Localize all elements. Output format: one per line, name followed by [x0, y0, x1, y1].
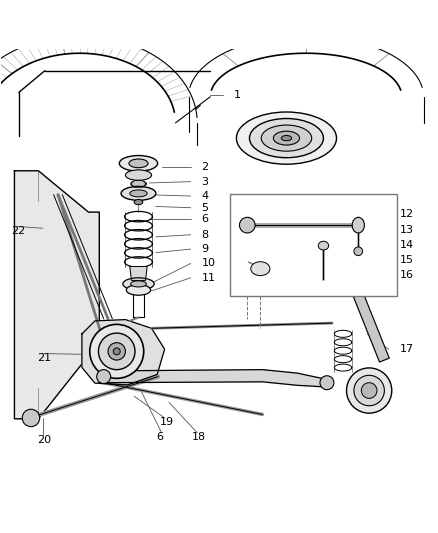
- Ellipse shape: [318, 241, 328, 250]
- Polygon shape: [130, 266, 147, 280]
- Ellipse shape: [261, 125, 312, 151]
- Text: 14: 14: [399, 240, 414, 250]
- Text: 17: 17: [399, 344, 414, 354]
- Text: 21: 21: [38, 353, 52, 363]
- Ellipse shape: [250, 118, 323, 158]
- Text: 3: 3: [201, 176, 208, 187]
- Ellipse shape: [97, 370, 111, 384]
- Ellipse shape: [125, 170, 152, 180]
- Ellipse shape: [134, 199, 143, 205]
- Text: 11: 11: [201, 273, 215, 283]
- Text: 9: 9: [201, 244, 209, 254]
- Text: 6: 6: [156, 432, 163, 442]
- Ellipse shape: [108, 343, 125, 360]
- Polygon shape: [82, 320, 165, 385]
- Ellipse shape: [240, 217, 255, 233]
- Ellipse shape: [113, 348, 120, 355]
- Text: 4: 4: [201, 191, 209, 201]
- Text: 15: 15: [399, 255, 413, 265]
- Ellipse shape: [121, 187, 156, 200]
- Text: 1: 1: [234, 91, 241, 100]
- Ellipse shape: [131, 281, 146, 287]
- Ellipse shape: [273, 131, 300, 145]
- Ellipse shape: [126, 285, 151, 295]
- Polygon shape: [353, 293, 389, 362]
- Text: 22: 22: [11, 226, 26, 236]
- Ellipse shape: [22, 409, 40, 426]
- Ellipse shape: [346, 368, 392, 413]
- Ellipse shape: [352, 217, 364, 233]
- Text: 5: 5: [201, 203, 208, 213]
- Ellipse shape: [361, 383, 377, 398]
- Text: 2: 2: [201, 162, 209, 172]
- Ellipse shape: [130, 190, 147, 197]
- Ellipse shape: [237, 112, 336, 164]
- Polygon shape: [14, 171, 99, 419]
- Ellipse shape: [123, 278, 154, 290]
- Ellipse shape: [90, 325, 144, 378]
- Polygon shape: [99, 370, 328, 387]
- Ellipse shape: [251, 262, 270, 276]
- Ellipse shape: [320, 376, 334, 390]
- Ellipse shape: [119, 156, 158, 171]
- Bar: [230, 194, 397, 296]
- Ellipse shape: [131, 180, 146, 187]
- Text: 12: 12: [399, 209, 414, 219]
- Ellipse shape: [354, 247, 363, 256]
- Text: 6: 6: [201, 214, 208, 224]
- Text: 10: 10: [201, 259, 215, 269]
- Text: 18: 18: [192, 432, 206, 442]
- Text: 13: 13: [399, 224, 413, 235]
- Ellipse shape: [99, 333, 135, 370]
- Ellipse shape: [354, 375, 385, 406]
- Text: 8: 8: [201, 230, 209, 240]
- Text: 16: 16: [399, 270, 413, 280]
- Text: 19: 19: [159, 417, 173, 427]
- Ellipse shape: [281, 135, 292, 141]
- Text: 20: 20: [38, 435, 52, 445]
- Ellipse shape: [129, 159, 148, 168]
- Polygon shape: [131, 180, 146, 187]
